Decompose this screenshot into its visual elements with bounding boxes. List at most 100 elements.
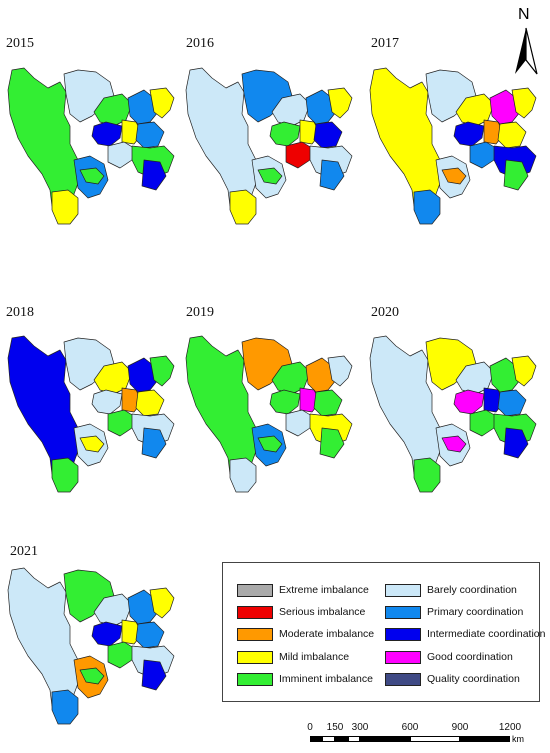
region-6 bbox=[91, 389, 123, 415]
scale-segment bbox=[310, 736, 322, 742]
scale-unit: km bbox=[512, 734, 524, 744]
scale-tick-label: 600 bbox=[401, 722, 419, 733]
map-panel-2018 bbox=[4, 332, 180, 496]
region-5 bbox=[149, 587, 175, 619]
legend-item: Serious imbalance bbox=[237, 604, 365, 620]
region-4 bbox=[489, 357, 521, 393]
north-arrow: N bbox=[506, 6, 546, 76]
year-label-2020: 2020 bbox=[371, 305, 399, 320]
legend-item: Quality coordination bbox=[385, 671, 520, 687]
map-panel-2019 bbox=[182, 332, 358, 496]
region-14 bbox=[79, 667, 105, 685]
scale-tick-label: 300 bbox=[351, 722, 369, 733]
region-1 bbox=[185, 335, 259, 483]
legend-item: Extreme imbalance bbox=[237, 582, 369, 598]
region-5 bbox=[149, 355, 175, 387]
scale-segment bbox=[322, 736, 335, 742]
legend-item: Primary coordination bbox=[385, 604, 523, 620]
map-panel-2017 bbox=[366, 64, 542, 228]
region-map-2019 bbox=[185, 335, 353, 493]
region-8 bbox=[497, 389, 527, 417]
region-14 bbox=[441, 435, 467, 453]
region-8 bbox=[135, 621, 165, 649]
region-4 bbox=[127, 357, 159, 393]
legend-swatch bbox=[237, 672, 273, 686]
region-13 bbox=[229, 457, 257, 493]
region-1 bbox=[7, 567, 81, 715]
region-14 bbox=[79, 167, 105, 185]
region-13 bbox=[51, 689, 79, 725]
region-9 bbox=[469, 141, 497, 169]
region-14 bbox=[257, 435, 283, 453]
legend-item: Good coordination bbox=[385, 649, 513, 665]
legend-label: Moderate imbalance bbox=[279, 628, 375, 640]
map-panel-2021 bbox=[4, 564, 180, 728]
region-14 bbox=[257, 167, 283, 185]
region-1 bbox=[185, 67, 259, 215]
region-11 bbox=[141, 659, 167, 691]
region-13 bbox=[51, 457, 79, 493]
region-6 bbox=[269, 389, 301, 415]
region-3 bbox=[271, 361, 311, 395]
region-8 bbox=[313, 389, 343, 417]
map-panel-2016 bbox=[182, 64, 358, 228]
legend-label: Primary coordination bbox=[427, 606, 524, 618]
region-14 bbox=[79, 435, 105, 453]
region-1 bbox=[7, 67, 81, 215]
region-9 bbox=[107, 641, 135, 669]
legend-label: Intermediate coordination bbox=[427, 628, 546, 640]
region-5 bbox=[511, 87, 537, 119]
region-3 bbox=[93, 93, 133, 127]
region-6 bbox=[269, 121, 301, 147]
legend-swatch bbox=[237, 605, 273, 619]
region-9 bbox=[107, 409, 135, 437]
region-3 bbox=[455, 93, 495, 127]
legend-swatch bbox=[237, 627, 273, 641]
map-panel-2020 bbox=[366, 332, 542, 496]
legend: Extreme imbalance Serious imbalance Mode… bbox=[222, 562, 546, 702]
region-8 bbox=[135, 121, 165, 149]
region-9 bbox=[469, 409, 497, 437]
year-label-2015: 2015 bbox=[6, 36, 34, 51]
scale-segment bbox=[410, 736, 460, 742]
scale-segment bbox=[335, 736, 348, 742]
region-map-2018 bbox=[7, 335, 175, 493]
region-6 bbox=[453, 389, 485, 415]
region-13 bbox=[413, 189, 441, 225]
region-9 bbox=[107, 141, 135, 169]
region-13 bbox=[229, 189, 257, 225]
region-3 bbox=[455, 361, 495, 395]
region-13 bbox=[413, 457, 441, 493]
region-6 bbox=[453, 121, 485, 147]
region-11 bbox=[503, 159, 529, 191]
region-map-2020 bbox=[369, 335, 537, 493]
region-13 bbox=[51, 189, 79, 225]
region-1 bbox=[369, 335, 443, 483]
region-5 bbox=[327, 355, 353, 387]
legend-swatch bbox=[237, 650, 273, 664]
legend-label: Extreme imbalance bbox=[279, 584, 369, 596]
region-11 bbox=[141, 159, 167, 191]
legend-item: Imminent imbalance bbox=[237, 671, 373, 687]
scale-segment bbox=[348, 736, 360, 742]
region-4 bbox=[305, 89, 337, 125]
legend-label: Imminent imbalance bbox=[279, 673, 373, 685]
legend-label: Quality coordination bbox=[427, 673, 520, 685]
year-label-2021: 2021 bbox=[10, 544, 38, 559]
region-map-2015 bbox=[7, 67, 175, 225]
north-label: N bbox=[518, 6, 530, 23]
scale-tick-label: 150 bbox=[326, 722, 344, 733]
scale-segment bbox=[460, 736, 510, 742]
legend-swatch bbox=[385, 583, 421, 597]
legend-label: Mild imbalance bbox=[279, 651, 350, 663]
region-9 bbox=[285, 141, 313, 169]
year-label-2017: 2017 bbox=[371, 36, 399, 51]
year-label-2018: 2018 bbox=[6, 305, 34, 320]
scale-tick-label: 0 bbox=[307, 722, 313, 733]
year-label-2016: 2016 bbox=[186, 36, 214, 51]
region-11 bbox=[503, 427, 529, 459]
year-label-2019: 2019 bbox=[186, 305, 214, 320]
region-4 bbox=[305, 357, 337, 393]
region-4 bbox=[127, 589, 159, 625]
region-5 bbox=[149, 87, 175, 119]
